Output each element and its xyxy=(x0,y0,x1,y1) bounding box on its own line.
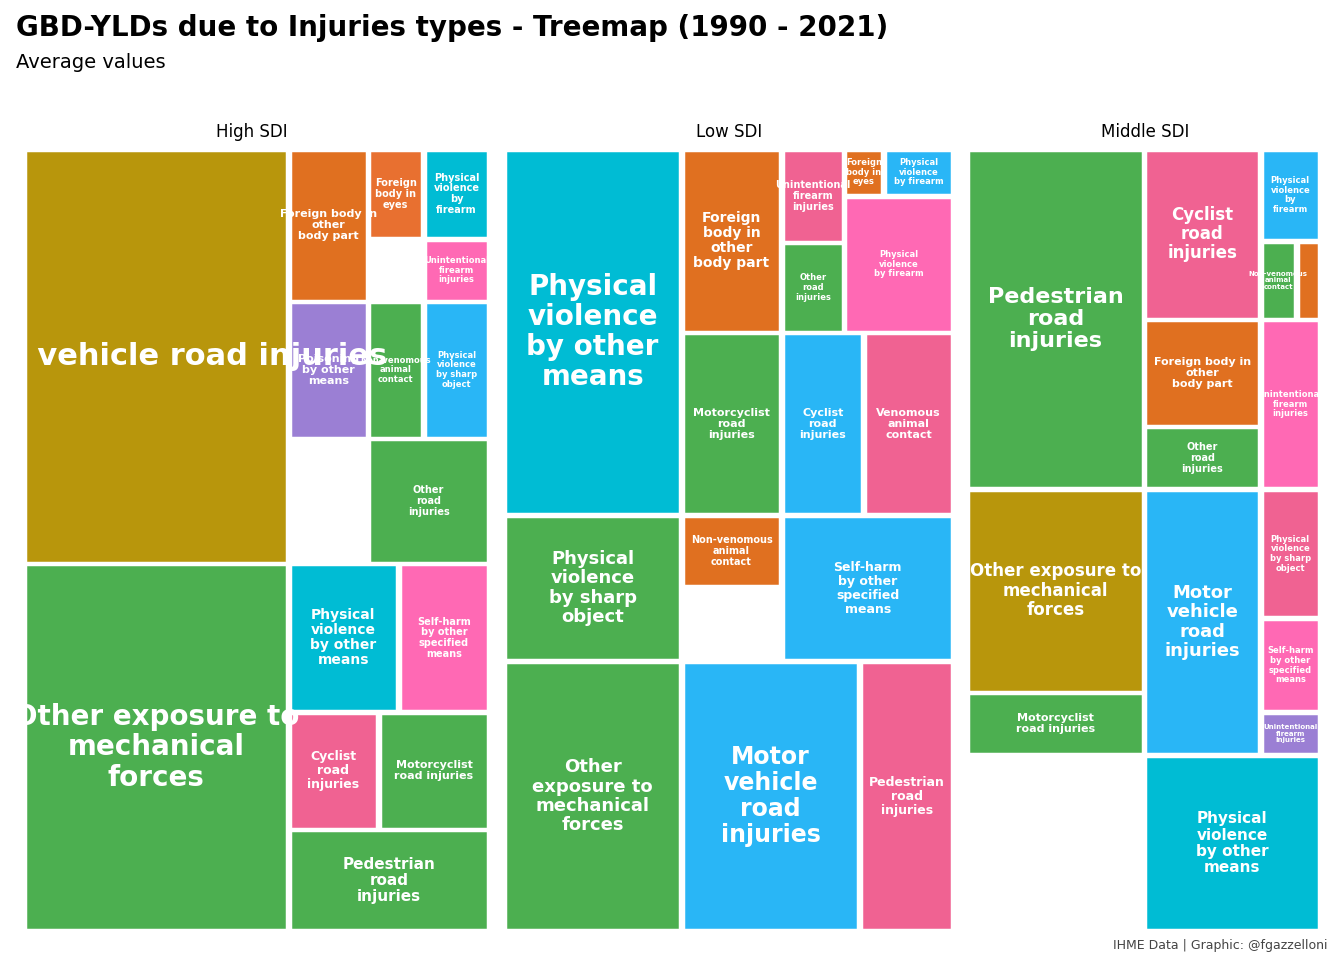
Text: Physical
violence
by firearm: Physical violence by firearm xyxy=(874,250,923,278)
Bar xyxy=(845,197,953,332)
Bar xyxy=(425,150,488,238)
Bar xyxy=(884,150,953,195)
Bar xyxy=(968,490,1142,692)
Bar xyxy=(1262,242,1294,319)
Bar xyxy=(1262,490,1318,617)
Bar xyxy=(1262,320,1318,489)
Bar xyxy=(1145,150,1259,319)
Bar xyxy=(26,564,288,930)
Bar xyxy=(968,693,1142,755)
Bar xyxy=(1262,619,1318,711)
Text: Unintentional
firearm
injuries: Unintentional firearm injuries xyxy=(775,180,851,211)
Text: Physical
violence
by other
means: Physical violence by other means xyxy=(527,273,659,391)
Bar xyxy=(1262,150,1318,240)
Bar xyxy=(290,830,488,930)
Text: Unintentional
firearm
injuries: Unintentional firearm injuries xyxy=(1258,390,1322,419)
Bar xyxy=(683,150,781,332)
Text: Non-venomous
animal
contact: Non-venomous animal contact xyxy=(691,535,773,566)
Bar xyxy=(380,713,488,828)
Text: Other
exposure to
mechanical
forces: Other exposure to mechanical forces xyxy=(532,758,653,834)
Bar xyxy=(1145,427,1259,489)
Text: Other
road
injuries: Other road injuries xyxy=(1181,442,1223,473)
Text: Cyclist
road
injuries: Cyclist road injuries xyxy=(1168,205,1238,262)
Text: Physical
violence
by other
means: Physical violence by other means xyxy=(1196,811,1269,875)
Text: GBD-YLDs due to Injuries types - Treemap (1990 - 2021): GBD-YLDs due to Injuries types - Treemap… xyxy=(16,14,888,42)
Text: Motor
vehicle
road
injuries: Motor vehicle road injuries xyxy=(1164,584,1241,660)
Text: Motorcyclist
road injuries: Motorcyclist road injuries xyxy=(394,760,473,781)
Bar xyxy=(290,150,367,300)
Text: Non-venomous
animal
contact: Non-venomous animal contact xyxy=(360,355,431,384)
Bar xyxy=(866,333,953,515)
Text: Other
road
injuries: Other road injuries xyxy=(794,274,831,301)
Bar xyxy=(370,302,422,438)
Text: Other exposure to
mechanical
forces: Other exposure to mechanical forces xyxy=(13,703,298,792)
Text: High SDI: High SDI xyxy=(215,123,288,141)
Bar xyxy=(1145,490,1259,755)
Text: Foreign
body in
other
body part: Foreign body in other body part xyxy=(694,211,770,271)
Bar xyxy=(1262,713,1318,755)
Text: Physical
violence
by firearm: Physical violence by firearm xyxy=(894,158,943,186)
Bar xyxy=(784,244,843,332)
Bar xyxy=(683,516,781,587)
Text: Motor
vehicle
road
injuries: Motor vehicle road injuries xyxy=(720,745,820,847)
Text: Middle SDI: Middle SDI xyxy=(1101,123,1189,141)
Text: Foreign body in
other
body part: Foreign body in other body part xyxy=(280,209,376,241)
Text: Unintentional
firearm
injuries: Unintentional firearm injuries xyxy=(423,256,489,284)
Bar xyxy=(505,516,680,660)
Text: Physical
violence
by
firearm: Physical violence by firearm xyxy=(1270,176,1310,214)
Text: Other
road
injuries: Other road injuries xyxy=(407,485,449,516)
Bar xyxy=(370,150,422,238)
Text: Motor vehicle road injuries: Motor vehicle road injuries xyxy=(0,342,387,371)
Text: Self-harm
by other
specified
means: Self-harm by other specified means xyxy=(417,616,470,659)
Bar xyxy=(784,333,863,515)
Text: Average values: Average values xyxy=(16,53,165,72)
Bar xyxy=(290,302,367,438)
Bar xyxy=(505,150,680,515)
Bar xyxy=(425,240,488,300)
Bar xyxy=(968,150,1142,489)
Bar xyxy=(290,564,396,711)
Text: Poisoning
by other
means: Poisoning by other means xyxy=(297,354,359,386)
Text: Physical
violence
by other
means: Physical violence by other means xyxy=(310,608,376,667)
Bar xyxy=(784,516,953,660)
Bar xyxy=(845,150,882,195)
Text: Pedestrian
road
injuries: Pedestrian road injuries xyxy=(868,776,945,817)
Bar xyxy=(784,150,843,242)
Bar xyxy=(1297,242,1318,319)
Text: Pedestrian
road
injuries: Pedestrian road injuries xyxy=(343,856,435,904)
Text: Foreign
body in
eyes: Foreign body in eyes xyxy=(845,158,882,186)
Text: Physical
violence
by
firearm: Physical violence by firearm xyxy=(433,173,480,215)
Text: Pedestrian
road
injuries: Pedestrian road injuries xyxy=(988,287,1124,350)
Text: Motorcyclist
road injuries: Motorcyclist road injuries xyxy=(1016,713,1095,734)
Text: Unintentional
firearm
injuries: Unintentional firearm injuries xyxy=(1263,724,1317,743)
Text: Venomous
animal
contact: Venomous animal contact xyxy=(876,408,941,440)
Text: Motorcyclist
road
injuries: Motorcyclist road injuries xyxy=(694,408,770,440)
Text: Other exposure to
mechanical
forces: Other exposure to mechanical forces xyxy=(970,563,1141,619)
Text: Physical
violence
by sharp
object: Physical violence by sharp object xyxy=(435,350,477,389)
Text: Foreign body in
other
body part: Foreign body in other body part xyxy=(1153,357,1251,389)
Bar xyxy=(425,302,488,438)
Bar xyxy=(683,333,781,515)
Text: Non-venomous
animal
contact: Non-venomous animal contact xyxy=(1249,271,1308,290)
Text: Cyclist
road
injuries: Cyclist road injuries xyxy=(800,408,847,440)
Text: Foreign
body in
eyes: Foreign body in eyes xyxy=(375,178,417,209)
Text: Self-harm
by other
specified
means: Self-harm by other specified means xyxy=(1267,646,1313,684)
Bar xyxy=(26,150,288,563)
Bar xyxy=(1145,320,1259,426)
Bar xyxy=(862,662,953,930)
Bar xyxy=(1145,756,1318,930)
Text: Physical
violence
by sharp
object: Physical violence by sharp object xyxy=(1270,535,1310,573)
Bar xyxy=(505,662,680,930)
Text: Physical
violence
by sharp
object: Physical violence by sharp object xyxy=(548,550,637,626)
Bar xyxy=(370,439,488,563)
Text: IHME Data | Graphic: @fgazzelloni: IHME Data | Graphic: @fgazzelloni xyxy=(1113,939,1328,952)
Text: Self-harm
by other
specified
means: Self-harm by other specified means xyxy=(833,561,902,615)
Text: Cyclist
road
injuries: Cyclist road injuries xyxy=(308,751,359,791)
Bar xyxy=(290,713,378,828)
Text: Low SDI: Low SDI xyxy=(696,123,762,141)
Bar xyxy=(683,662,859,930)
Bar xyxy=(399,564,488,711)
